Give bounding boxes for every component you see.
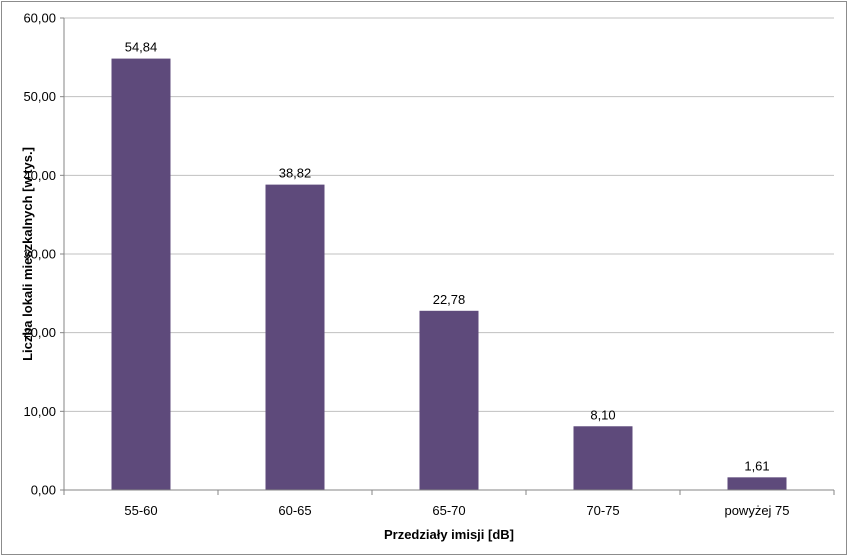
data-labels: 54,84 38,82 22,78 8,10 1,61 bbox=[125, 40, 770, 474]
x-axis-title: Przedziały imisji [dB] bbox=[384, 527, 514, 542]
bar bbox=[727, 477, 787, 490]
x-tick-label: powyżej 75 bbox=[724, 503, 789, 518]
bars bbox=[111, 58, 787, 490]
y-tick-label: 0,00 bbox=[31, 483, 56, 498]
y-axis-title: Liczba lokali mieszkalnych [w tys.] bbox=[20, 147, 35, 361]
bar bbox=[419, 310, 479, 490]
data-label: 1,61 bbox=[744, 458, 769, 473]
bar bbox=[573, 426, 633, 490]
data-label: 8,10 bbox=[590, 407, 615, 422]
x-tick-label: 60-65 bbox=[278, 503, 311, 518]
bar bbox=[265, 184, 325, 490]
y-tick-label: 30,00 bbox=[23, 247, 56, 262]
y-tick-labels: 0,00 10,00 20,00 30,00 40,00 50,00 60,00 bbox=[23, 11, 64, 498]
data-label: 54,84 bbox=[125, 40, 158, 55]
data-label: 22,78 bbox=[433, 292, 466, 307]
gridlines bbox=[64, 17, 834, 412]
y-tick-label: 10,00 bbox=[23, 404, 56, 419]
x-tick-label: 70-75 bbox=[586, 503, 619, 518]
y-tick-label: 40,00 bbox=[23, 168, 56, 183]
x-tick-label: 65-70 bbox=[432, 503, 465, 518]
x-tick-labels: 55-60 60-65 65-70 70-75 powyżej 75 bbox=[63, 490, 835, 518]
y-tick-label: 20,00 bbox=[23, 325, 56, 340]
data-label: 38,82 bbox=[279, 166, 312, 181]
bar bbox=[111, 58, 171, 490]
y-tick-label: 60,00 bbox=[23, 11, 56, 26]
x-tick-label: 55-60 bbox=[124, 503, 157, 518]
y-tick-label: 50,00 bbox=[23, 89, 56, 104]
